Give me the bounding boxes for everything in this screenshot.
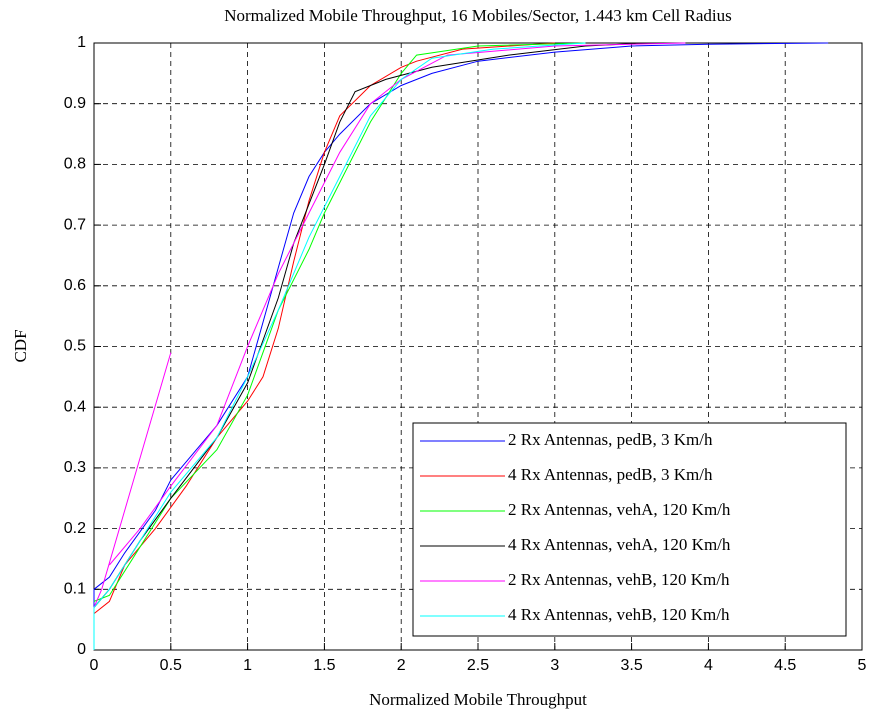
- x-tick-label: 1: [243, 657, 252, 674]
- x-tick-label: 2: [397, 657, 406, 674]
- y-tick-label: 0.3: [64, 459, 86, 476]
- y-tick-label: 0.4: [64, 398, 86, 415]
- x-tick-label: 0.5: [160, 657, 182, 674]
- x-tick-label: 1.5: [313, 657, 335, 674]
- series-line: [93, 42, 686, 608]
- x-axis-label: Normalized Mobile Throughput: [369, 690, 587, 709]
- x-tick-label: 4.5: [774, 657, 796, 674]
- x-tick-label: 2.5: [467, 657, 489, 674]
- legend-label: 2 Rx Antennas, pedB, 3 Km/h: [508, 430, 713, 449]
- legend-label: 2 Rx Antennas, vehA, 120 Km/h: [508, 500, 731, 519]
- legend-label: 4 Rx Antennas, vehA, 120 Km/h: [508, 535, 731, 554]
- y-tick-label: 0.8: [64, 156, 86, 173]
- y-tick-label: 0.7: [64, 216, 86, 233]
- legend-label: 2 Rx Antennas, vehB, 120 Km/h: [508, 570, 730, 589]
- y-axis-label: CDF: [11, 329, 30, 362]
- legend-box: [412, 422, 847, 637]
- x-tick-label: 5: [858, 657, 867, 674]
- y-tick-label: 0.1: [64, 581, 86, 598]
- y-tick-label: 0.5: [64, 338, 86, 355]
- series-line: [93, 42, 586, 650]
- legend-label: 4 Rx Antennas, vehB, 120 Km/h: [508, 605, 730, 624]
- legend-label: 4 Rx Antennas, pedB, 3 Km/h: [508, 465, 713, 484]
- series-line: [93, 42, 648, 608]
- x-tick-label: 0: [90, 657, 99, 674]
- x-tick-label: 3.5: [620, 657, 642, 674]
- plot-frame: [93, 42, 863, 651]
- y-tick-label: 0: [77, 641, 86, 658]
- x-tick-label: 4: [704, 657, 713, 674]
- series-line: [93, 42, 829, 650]
- y-tick-label: 0.9: [64, 95, 86, 112]
- chart-title: Normalized Mobile Throughput, 16 Mobiles…: [224, 6, 732, 25]
- y-tick-label: 1: [77, 34, 86, 51]
- series-line: [93, 42, 586, 602]
- y-tick-label: 0.6: [64, 277, 86, 294]
- x-tick-label: 3: [550, 657, 559, 674]
- y-tick-label: 0.2: [64, 520, 86, 537]
